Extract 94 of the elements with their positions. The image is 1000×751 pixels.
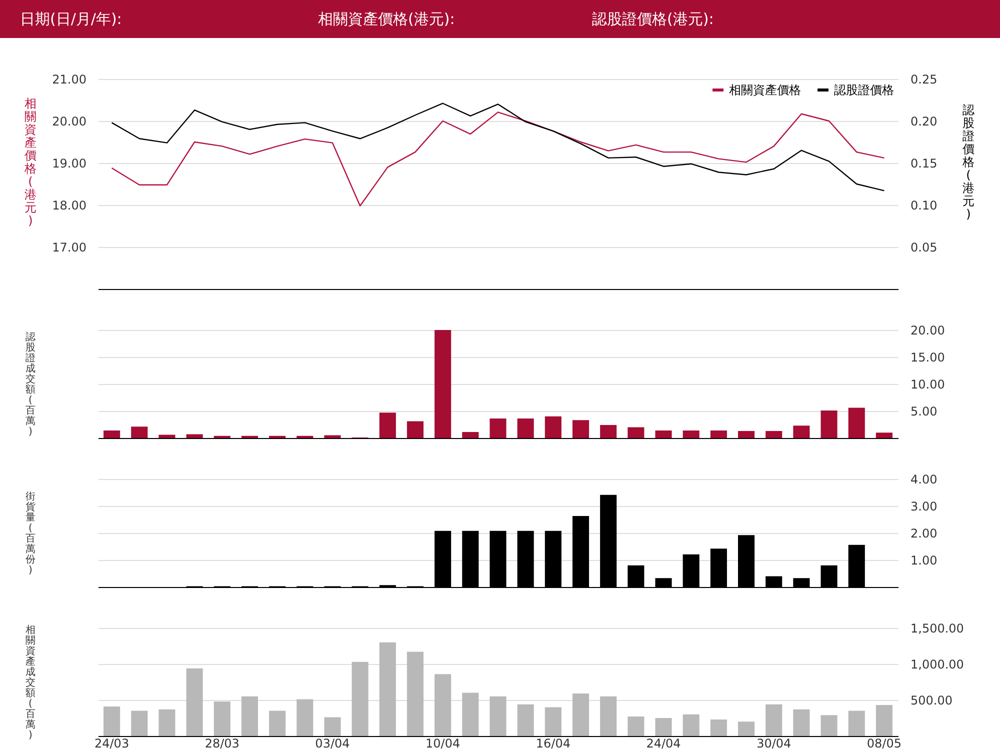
- bar: [490, 696, 506, 736]
- x-tick-label: 03/04: [315, 736, 350, 750]
- y-axis-title: 街貨量(百萬份): [26, 490, 36, 576]
- y-tick-label: 20.00: [52, 114, 86, 128]
- x-tick-label: 24/04: [646, 736, 681, 750]
- x-tick-label: 28/03: [204, 736, 240, 750]
- y2-tick-label: 0.15: [910, 156, 938, 170]
- bar: [572, 694, 590, 736]
- y-tick-label: 21.00: [52, 72, 86, 86]
- bar: [766, 704, 782, 736]
- y-tick-label: 3.00: [910, 500, 938, 514]
- bar: [682, 430, 700, 438]
- bar: [820, 410, 838, 438]
- bar: [296, 699, 314, 736]
- line-series: [111, 112, 885, 206]
- y-tick-label: 18.00: [52, 198, 86, 212]
- bar: [600, 425, 617, 438]
- bar: [131, 426, 148, 438]
- bar: [462, 432, 479, 438]
- text: 認股證價格(港元): [962, 103, 974, 221]
- y2-tick-label: 0.25: [910, 72, 938, 86]
- bar: [793, 709, 810, 736]
- bar: [490, 418, 506, 438]
- bar: [793, 426, 810, 438]
- bar: [379, 642, 396, 736]
- y-tick-label: 17.00: [52, 240, 86, 254]
- line-series: [111, 102, 885, 192]
- x-tick-label: 30/04: [756, 736, 792, 750]
- bar: [324, 435, 341, 438]
- bar: [600, 696, 617, 736]
- bar: [738, 722, 755, 736]
- bar: [544, 707, 562, 736]
- bar: [628, 716, 644, 736]
- y-tick-label: 500.00: [910, 694, 952, 708]
- text: 日期(日/月/年):: [20, 10, 122, 28]
- bar: [104, 706, 120, 736]
- text: 相關資產價格(港元):: [318, 10, 455, 28]
- bar: [848, 408, 865, 438]
- bar: [544, 416, 562, 438]
- x-tick-label: 08/05: [866, 736, 902, 750]
- y-tick-label: 10.00: [910, 378, 945, 392]
- bar: [848, 710, 865, 736]
- bar: [876, 432, 892, 438]
- y2-tick-label: 0.05: [910, 240, 938, 254]
- bar: [434, 330, 452, 438]
- bar: [517, 704, 534, 736]
- bar: [766, 430, 782, 438]
- bar: [710, 430, 727, 438]
- bar: [628, 427, 644, 438]
- bar: [131, 710, 148, 736]
- bar: [682, 714, 700, 736]
- y-tick-label: 1,000.00: [910, 658, 964, 672]
- bar: [158, 709, 176, 736]
- bar: [352, 662, 368, 736]
- y-tick-label: 4.00: [910, 472, 938, 486]
- bar: [434, 674, 452, 736]
- legend-label: 相關資產價格: [729, 83, 801, 97]
- bar: [710, 719, 727, 736]
- bar: [379, 412, 396, 438]
- bar: [214, 701, 230, 736]
- bar: [406, 421, 424, 438]
- legend-label: 認股證價格: [834, 83, 894, 97]
- text: 相關資產價格(港元): [24, 96, 36, 228]
- bar: [158, 434, 176, 438]
- x-tick-label: 24/03: [94, 736, 130, 750]
- x-tick-label: 16/04: [536, 736, 570, 750]
- y2-tick-label: 0.20: [910, 114, 938, 128]
- x-tick-label: 10/04: [426, 736, 460, 750]
- bar: [406, 652, 424, 736]
- y-tick-label: 5.00: [910, 404, 938, 418]
- y-tick-label: 1.00: [910, 554, 938, 568]
- bar: [572, 420, 590, 438]
- y-tick-label: 2.00: [910, 526, 938, 540]
- bar: [655, 718, 672, 736]
- bar: [462, 692, 479, 736]
- bar: [820, 715, 838, 736]
- y-tick-label: 19.00: [52, 156, 86, 170]
- bar: [186, 668, 203, 736]
- text: 相關資產成交額(百萬): [26, 624, 36, 741]
- y-tick-label: 15.00: [910, 350, 945, 364]
- bar: [324, 717, 341, 736]
- bar: [269, 710, 286, 736]
- bar: [241, 696, 258, 736]
- text: 認股證成交額(百萬): [26, 332, 36, 438]
- y2-tick-label: 0.10: [910, 198, 938, 212]
- text: 認股證價格(港元):: [592, 10, 714, 28]
- y-tick-label: 1,500.00: [910, 622, 964, 636]
- bar: [104, 430, 120, 438]
- bar: [186, 434, 203, 438]
- bar: [876, 705, 892, 736]
- y-tick-label: 20.00: [910, 324, 945, 338]
- bar: [655, 430, 672, 438]
- bar: [738, 430, 755, 438]
- bar: [517, 418, 534, 438]
